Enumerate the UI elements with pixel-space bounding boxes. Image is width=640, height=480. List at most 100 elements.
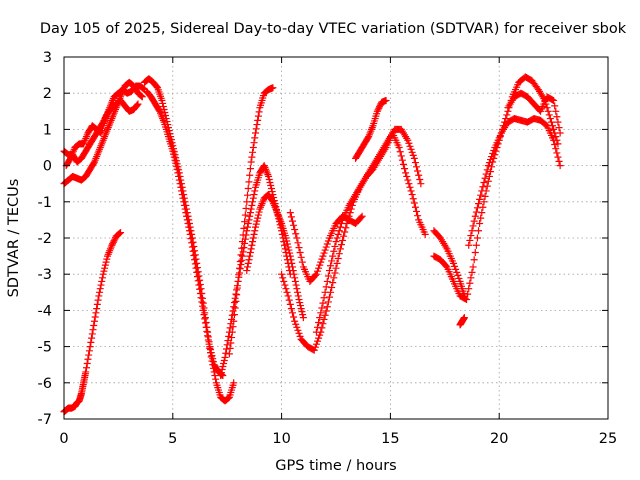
data-point xyxy=(336,245,344,253)
data-point xyxy=(193,264,201,272)
data-point xyxy=(374,106,382,114)
data-point xyxy=(231,294,239,302)
data-point xyxy=(139,84,147,92)
data-point xyxy=(296,302,304,310)
data-point xyxy=(187,235,195,243)
data-point xyxy=(173,165,181,173)
data-point xyxy=(90,317,98,325)
data-point xyxy=(205,340,213,348)
data-point xyxy=(254,211,262,219)
data-point xyxy=(337,241,345,249)
data-point xyxy=(312,328,320,336)
data-point xyxy=(115,230,123,238)
data-point xyxy=(321,311,329,319)
data-point xyxy=(190,242,198,250)
data-point xyxy=(241,218,249,226)
data-point xyxy=(408,191,416,199)
data-point xyxy=(138,93,146,101)
data-point xyxy=(224,394,232,402)
data-point xyxy=(484,162,492,170)
data-point xyxy=(100,267,108,275)
data-point xyxy=(318,255,326,263)
data-point xyxy=(410,154,418,162)
data-point xyxy=(251,223,259,231)
data-point xyxy=(322,307,330,315)
data-point xyxy=(96,285,104,293)
data-point xyxy=(479,203,487,211)
data-point xyxy=(233,291,241,299)
data-point xyxy=(453,268,461,276)
data-point xyxy=(246,165,254,173)
data-point xyxy=(407,145,415,153)
data-point xyxy=(552,145,560,153)
data-point xyxy=(296,332,304,340)
data-point xyxy=(86,343,94,351)
data-point xyxy=(192,264,200,272)
data-point xyxy=(295,296,303,304)
data-point xyxy=(109,238,117,246)
data-point xyxy=(246,209,254,217)
data-point xyxy=(171,156,179,164)
data-point xyxy=(485,159,493,167)
data-point xyxy=(335,227,343,235)
data-point xyxy=(401,165,409,173)
data-point xyxy=(185,223,193,231)
data-point xyxy=(228,334,236,342)
data-point xyxy=(296,299,304,307)
data-point xyxy=(85,351,93,359)
data-point xyxy=(232,290,240,298)
data-point xyxy=(468,227,476,235)
data-point xyxy=(137,92,145,100)
data-point xyxy=(478,187,486,195)
data-point xyxy=(321,246,329,254)
data-point xyxy=(555,157,563,165)
data-point xyxy=(222,349,230,357)
data-point xyxy=(183,216,191,224)
data-point xyxy=(249,148,257,156)
data-point xyxy=(228,328,236,336)
data-point xyxy=(238,252,246,260)
data-point xyxy=(298,258,306,266)
data-point xyxy=(294,326,302,334)
data-point xyxy=(413,207,421,215)
data-point xyxy=(255,208,263,216)
data-point xyxy=(240,224,248,232)
data-point xyxy=(404,136,412,144)
data-point xyxy=(251,134,259,142)
series-arc-15 xyxy=(430,227,468,300)
data-point xyxy=(298,308,306,316)
data-point xyxy=(544,107,552,115)
series-arc-17 xyxy=(465,115,564,249)
data-point xyxy=(291,226,299,234)
x-axis-label: GPS time / hours xyxy=(275,458,396,474)
data-point xyxy=(296,248,304,256)
x-tick-label: 0 xyxy=(59,431,68,447)
data-point xyxy=(452,265,460,273)
data-point xyxy=(232,297,240,305)
data-point xyxy=(475,200,483,208)
data-point xyxy=(502,115,510,123)
data-point xyxy=(291,277,299,285)
data-point xyxy=(199,294,207,302)
data-point xyxy=(402,169,410,177)
data-point xyxy=(267,185,275,193)
data-point xyxy=(481,192,489,200)
data-point xyxy=(249,238,257,246)
data-point xyxy=(220,356,228,364)
data-point xyxy=(314,267,322,275)
data-point xyxy=(333,234,341,242)
data-point xyxy=(84,355,92,363)
data-point xyxy=(347,205,355,213)
data-point xyxy=(253,217,261,225)
data-point xyxy=(193,259,201,267)
data-point xyxy=(410,199,418,207)
y-tick-label: -3 xyxy=(38,267,52,283)
data-point xyxy=(268,188,276,196)
data-point xyxy=(248,153,256,161)
data-point xyxy=(403,172,411,180)
data-point xyxy=(285,246,293,254)
data-point xyxy=(284,292,292,300)
data-point xyxy=(183,212,191,220)
data-point xyxy=(405,139,413,147)
